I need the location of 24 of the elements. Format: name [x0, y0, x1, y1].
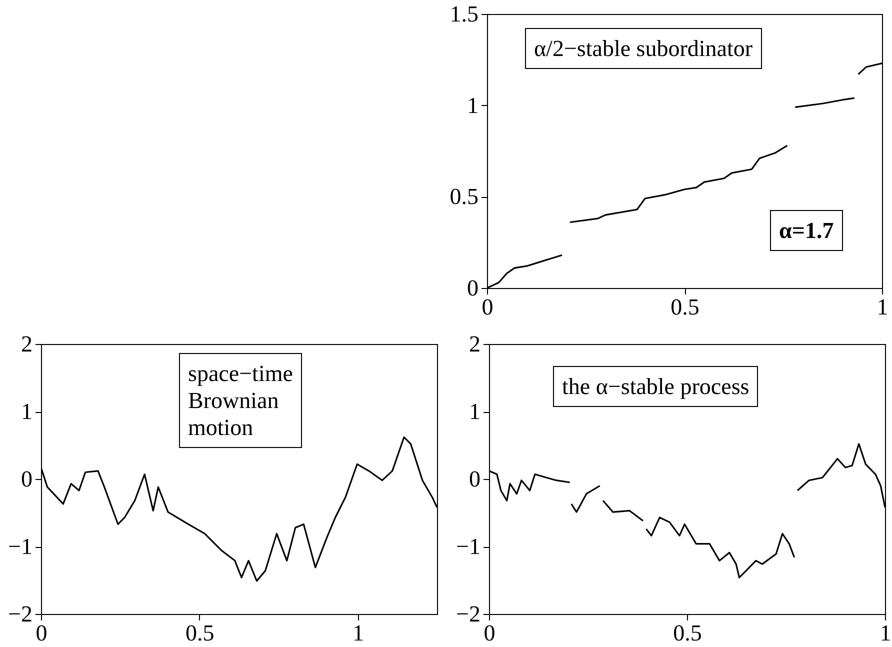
x-tick-label: 1 [876, 294, 888, 320]
x-tick-label: 0.5 [673, 620, 702, 646]
y-tick-label: 0.5 [450, 184, 478, 210]
y-tick-label: 1 [467, 92, 478, 118]
x-tick-label: 1 [880, 620, 892, 646]
x-tick-label: 0.5 [670, 294, 700, 320]
x-tick-label: 0.5 [186, 620, 214, 646]
annotation: α/2−stable subordinator [525, 28, 762, 69]
y-tick-label: 1.5 [450, 2, 478, 26]
y-tick-label: 2 [469, 332, 480, 356]
annotation: the α−stable process [553, 366, 758, 407]
y-tick-label: 1 [21, 399, 32, 424]
y-tick-label: 0 [469, 466, 480, 492]
y-tick-label: −1 [8, 534, 32, 559]
x-tick-label: 1 [352, 620, 364, 646]
y-tick-label: −1 [456, 534, 480, 559]
annotation: space−time Brownian motion [179, 353, 302, 448]
y-tick-label: −2 [456, 602, 480, 626]
y-tick-label: 1 [469, 399, 480, 424]
annotation: α=1.7 [770, 210, 843, 251]
y-tick-label: 0 [467, 276, 478, 300]
y-tick-label: 2 [21, 332, 32, 356]
y-tick-label: −2 [8, 602, 32, 626]
y-tick-label: 0 [21, 466, 32, 492]
